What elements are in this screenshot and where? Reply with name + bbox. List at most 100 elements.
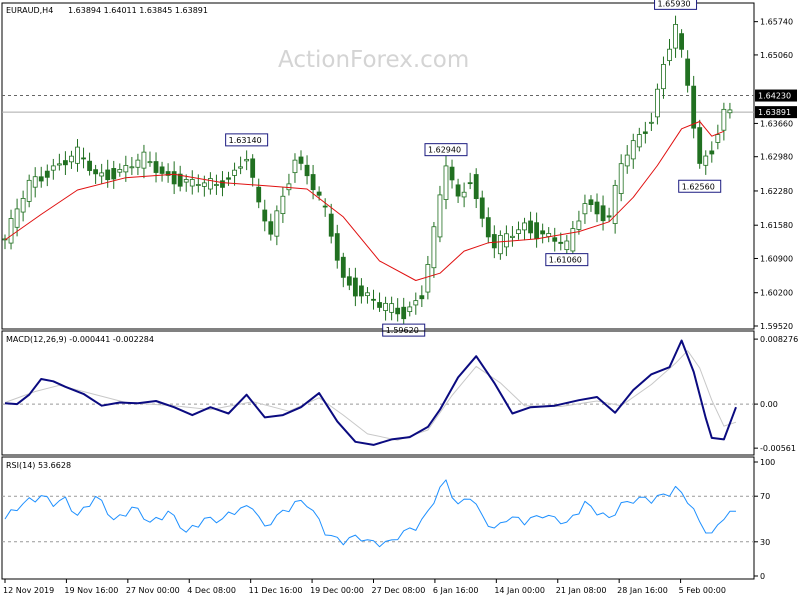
candle-body (286, 183, 292, 191)
candle (679, 29, 684, 58)
candle-body (63, 160, 68, 166)
candle-body (661, 64, 666, 90)
time-tick-label: 12 Nov 2019 (3, 586, 54, 595)
candle (721, 102, 727, 141)
price-tick-label: 1.63660 (760, 119, 793, 128)
candle (383, 296, 388, 321)
rsi-tick-label: 100 (760, 458, 775, 467)
candle-body (26, 179, 32, 202)
time-tick-label: 19 Nov 16:00 (64, 586, 118, 595)
candle (697, 119, 703, 169)
candle-body (721, 108, 727, 131)
candle-body (522, 222, 527, 231)
candle-body (467, 182, 473, 185)
candle (437, 185, 443, 243)
time-tick-label: 14 Jan 00:00 (494, 586, 545, 595)
candle-body (383, 302, 388, 311)
candle (147, 151, 153, 167)
candle (359, 278, 364, 304)
candle-body (449, 166, 455, 181)
candle-body (56, 163, 62, 166)
candle-body (703, 155, 709, 166)
candle-body (69, 155, 74, 163)
candle (214, 174, 219, 195)
time-tick-label: 21 Jan 08:00 (556, 586, 607, 595)
candle (171, 161, 177, 195)
candle (183, 174, 189, 192)
current-price-label: 1.63891 (758, 108, 791, 117)
time-tick-label: 28 Jan 16:00 (617, 586, 668, 595)
candle-body (588, 199, 594, 206)
macd-tick-label: -0.00561 (760, 444, 796, 453)
candle-body (352, 277, 358, 297)
candle (44, 164, 50, 187)
candle (238, 156, 243, 175)
candle-body (268, 221, 274, 235)
candle (63, 151, 68, 175)
watermark: ActionForex.com (278, 47, 469, 73)
price-tick-label: 1.59520 (760, 322, 793, 331)
candle (582, 194, 588, 224)
candle-body (606, 215, 612, 218)
candle-body (129, 166, 135, 169)
candle-body (87, 160, 92, 171)
candle (165, 163, 171, 183)
macd-plot (2, 339, 754, 446)
candle (648, 112, 654, 131)
rsi-line (4, 479, 737, 548)
candle-body (99, 172, 105, 177)
candle-body (473, 174, 479, 200)
candle-body (304, 164, 310, 177)
price-annotation: 1.62940 (424, 143, 468, 157)
candle-body (365, 292, 370, 297)
candle (292, 153, 298, 183)
symbol-timeframe: EURAUD,H4 (6, 6, 53, 15)
candle (26, 174, 32, 208)
candle (540, 223, 546, 244)
candle (630, 133, 636, 169)
candle-body (413, 300, 419, 306)
candle (352, 267, 358, 307)
price-annotation-box (225, 133, 269, 147)
macd-signal-line (4, 350, 737, 441)
candle (461, 182, 467, 208)
candle (618, 154, 624, 202)
candle (389, 296, 395, 321)
candle-body (673, 24, 678, 49)
price-annotation: 1.61060 (545, 253, 589, 267)
candle (576, 210, 582, 235)
candle (552, 227, 558, 252)
candle-body (238, 166, 243, 169)
candle (38, 166, 44, 188)
candle-body (570, 228, 576, 252)
candle-body (244, 158, 250, 162)
candle-body (50, 165, 56, 171)
dashed-level-tag (755, 89, 797, 102)
candle (516, 221, 521, 240)
candle (189, 170, 195, 195)
candle (407, 301, 413, 317)
rsi-panel-frame (1, 456, 755, 580)
candle-body (582, 203, 588, 215)
candle (600, 195, 606, 231)
candle-body (177, 173, 183, 187)
candle-body (105, 169, 111, 181)
candle-body (298, 156, 304, 164)
candle-body (636, 134, 642, 148)
candle-body (485, 217, 491, 238)
candle (673, 15, 678, 58)
candle (286, 173, 292, 196)
candle (135, 153, 141, 176)
candle-body (576, 220, 582, 230)
candle-body (618, 163, 624, 194)
candle (485, 207, 491, 244)
candle-body (346, 276, 352, 286)
candle-body (642, 131, 648, 134)
candle-body (534, 222, 540, 240)
candle-body (171, 171, 177, 185)
candle (153, 152, 159, 183)
candle (431, 221, 437, 278)
candle (497, 230, 503, 260)
macd-axis: 0.008276 0.00 -0.00561 (754, 335, 798, 453)
price-panel: ActionForex.com EURAUD,H4 1.63894 1.6401… (1, 0, 797, 337)
